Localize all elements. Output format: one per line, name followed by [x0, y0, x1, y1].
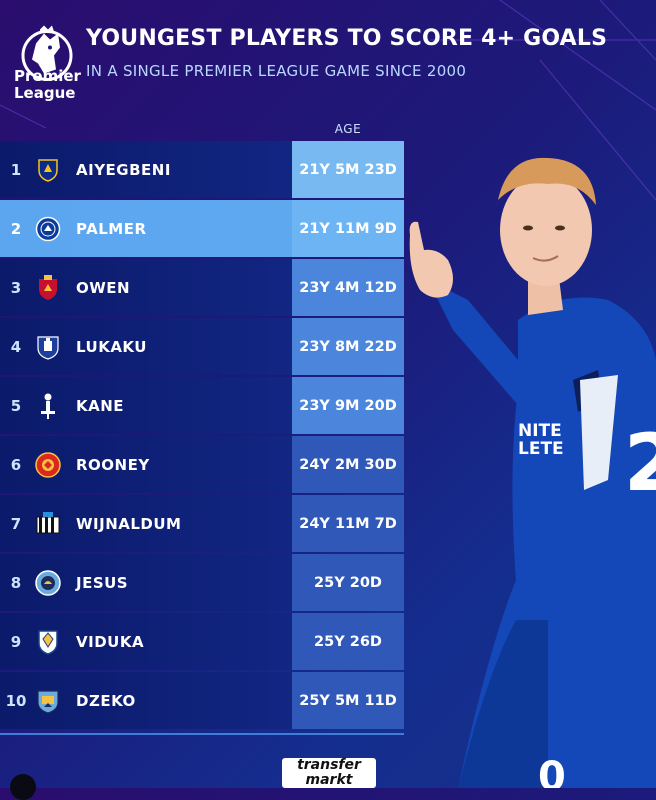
- svg-text:2: 2: [624, 419, 656, 509]
- shirt-sponsor-text: NITE LETE: [518, 422, 564, 458]
- player-age: 24Y 2M 30D: [292, 436, 404, 493]
- player-name: KANE: [76, 396, 125, 415]
- logo-text-premier: Premier: [14, 67, 81, 85]
- player-age: 21Y 11M 9D: [292, 200, 404, 257]
- age-column-header: AGE: [334, 122, 362, 136]
- player-name: DZEKO: [76, 691, 136, 710]
- table-row: 10 DZEKO 25Y 5M 11D: [0, 672, 404, 729]
- rank-number: 8: [10, 573, 22, 592]
- page-subtitle: IN A SINGLE PREMIER LEAGUE GAME SINCE 20…: [86, 62, 467, 80]
- table-row: 9 VIDUKA 25Y 26D: [0, 613, 404, 670]
- player-age: 24Y 11M 7D: [292, 495, 404, 552]
- table-row: 5 KANE 23Y 9M 20D: [0, 377, 404, 434]
- table-row: 8 JESUS 25Y 20D: [0, 554, 404, 611]
- tottenham-crest-icon: [32, 391, 64, 421]
- player-age: 25Y 5M 11D: [292, 672, 404, 729]
- table-row-highlighted: 2 PALMER 21Y 11M 9D: [0, 200, 404, 257]
- player-name: AIYEGBENI: [76, 160, 171, 179]
- everton-crest-icon: [32, 332, 64, 362]
- table-bottom-rule: [0, 733, 404, 735]
- rank-number: 2: [10, 219, 22, 238]
- rank-number: 6: [10, 455, 22, 474]
- man-united-crest-icon: [32, 450, 64, 480]
- svg-text:0: 0: [538, 754, 566, 788]
- player-age: 25Y 20D: [292, 554, 404, 611]
- rank-number: 9: [10, 632, 22, 651]
- premier-league-lion-icon: [21, 25, 73, 81]
- liverpool-crest-icon: [32, 273, 64, 303]
- shirt-sponsor-line2: LETE: [518, 439, 564, 459]
- newcastle-crest-icon: [32, 509, 64, 539]
- player-name: OWEN: [76, 278, 131, 297]
- transfermarkt-logo-line1: transfer: [297, 757, 361, 773]
- rank-number: 7: [10, 514, 22, 533]
- rank-number: 1: [10, 160, 22, 179]
- table-row: 1 AIYEGBENI 21Y 5M 23D: [0, 141, 404, 198]
- man-city-crest-icon: [32, 568, 64, 598]
- logo-text-league: League: [14, 84, 76, 102]
- player-age: 21Y 5M 23D: [292, 141, 404, 198]
- table-row: 4 LUKAKU 23Y 8M 22D: [0, 318, 404, 375]
- player-photo: 2 0: [409, 157, 656, 788]
- rank-number: 10: [5, 691, 27, 710]
- table-row: 7 WIJNALDUM 24Y 11M 7D: [0, 495, 404, 552]
- circle-button[interactable]: [10, 774, 36, 800]
- player-age: 23Y 8M 22D: [292, 318, 404, 375]
- player-age: 25Y 26D: [292, 613, 404, 670]
- player-name: ROONEY: [76, 455, 150, 474]
- player-name: VIDUKA: [76, 632, 145, 651]
- leeds-crest-icon: [32, 627, 64, 657]
- player-name: PALMER: [76, 219, 147, 238]
- player-name: WIJNALDUM: [76, 514, 182, 533]
- portsmouth-crest-icon: [32, 155, 64, 185]
- transfermarkt-logo-line2: markt: [305, 772, 353, 788]
- rank-number: 3: [10, 278, 22, 297]
- player-age: 23Y 9M 20D: [292, 377, 404, 434]
- table-row: 3 OWEN 23Y 4M 12D: [0, 259, 404, 316]
- man-city-crest-icon: [32, 686, 64, 716]
- rank-number: 4: [10, 337, 22, 356]
- player-age: 23Y 4M 12D: [292, 259, 404, 316]
- transfermarkt-logo: transfer markt: [282, 758, 376, 788]
- shirt-sponsor-line1: NITE: [518, 421, 562, 441]
- ranking-table: 1 AIYEGBENI 21Y 5M 23D 2 PALMER 21Y 11M …: [0, 141, 404, 731]
- page-title: YOUNGEST PLAYERS TO SCORE 4+ GOALS: [86, 26, 608, 51]
- player-name: JESUS: [76, 573, 129, 592]
- table-row: 6 ROONEY 24Y 2M 30D: [0, 436, 404, 493]
- chelsea-crest-icon: [32, 214, 64, 244]
- player-name: LUKAKU: [76, 337, 147, 356]
- rank-number: 5: [10, 396, 22, 415]
